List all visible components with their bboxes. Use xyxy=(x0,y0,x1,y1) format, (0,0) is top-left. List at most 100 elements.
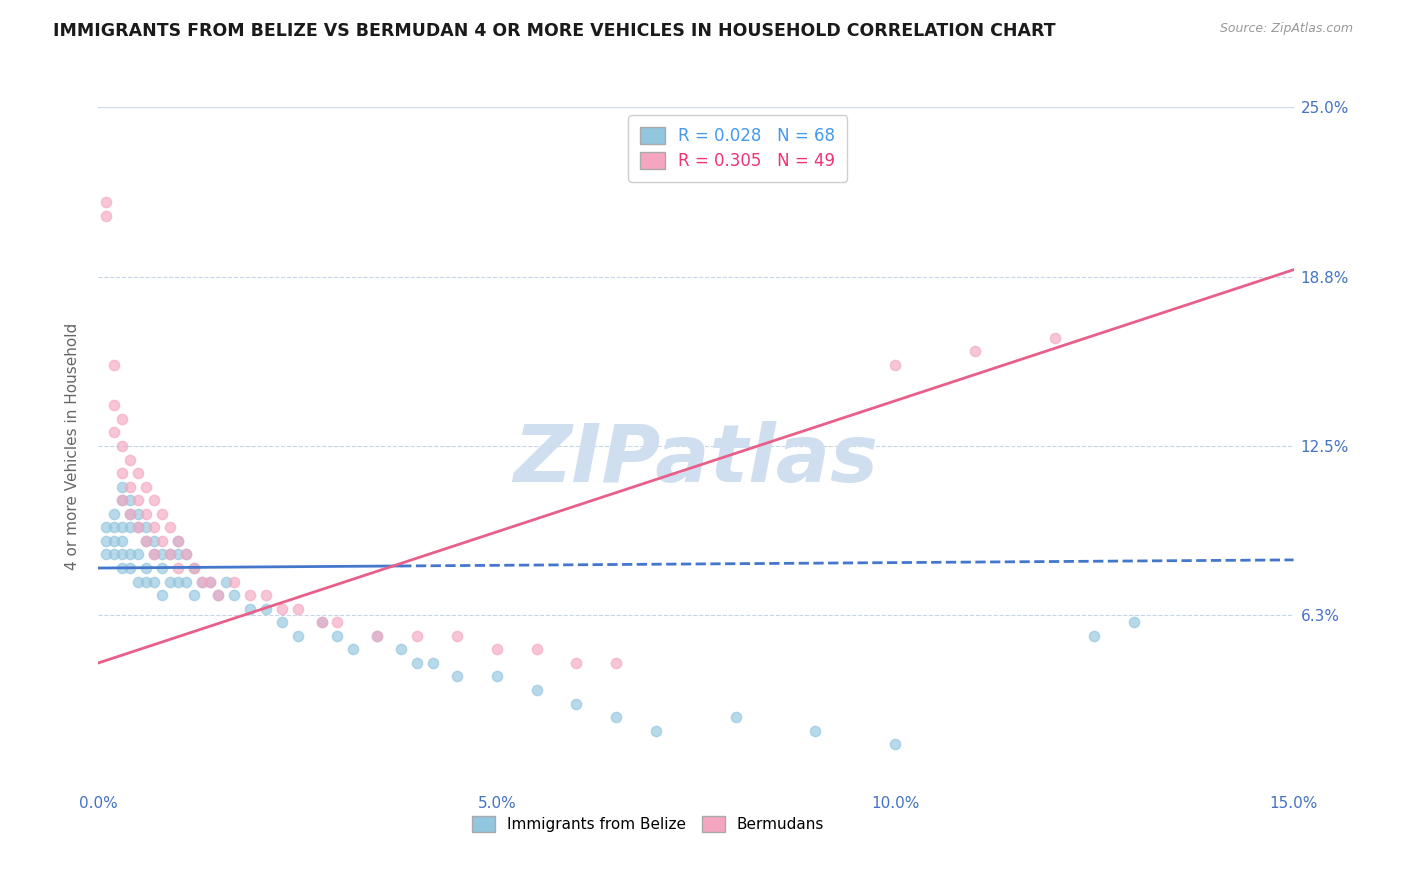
Point xyxy=(254,601,277,615)
Point xyxy=(645,723,668,738)
Point xyxy=(174,574,197,589)
Point xyxy=(526,642,548,657)
Point xyxy=(111,548,134,562)
Point xyxy=(565,697,588,711)
Point xyxy=(135,507,157,521)
Point xyxy=(1123,615,1146,630)
Point xyxy=(143,520,166,534)
Point xyxy=(150,561,173,575)
Point xyxy=(167,561,190,575)
Point xyxy=(326,629,349,643)
Point xyxy=(120,507,142,521)
Point xyxy=(96,194,118,209)
Point xyxy=(446,629,468,643)
Point xyxy=(111,480,134,494)
Point xyxy=(311,615,333,630)
Point xyxy=(198,574,221,589)
Point xyxy=(389,642,412,657)
Point xyxy=(222,588,245,602)
Point xyxy=(135,574,157,589)
Point xyxy=(120,507,142,521)
Point xyxy=(159,520,181,534)
Text: Source: ZipAtlas.com: Source: ZipAtlas.com xyxy=(1219,22,1353,36)
Point xyxy=(963,344,986,359)
Point xyxy=(111,561,134,575)
Point xyxy=(174,548,197,562)
Point xyxy=(183,561,205,575)
Point xyxy=(111,439,134,453)
Point xyxy=(222,574,245,589)
Point xyxy=(422,656,444,670)
Point xyxy=(111,493,134,508)
Text: ZIPatlas: ZIPatlas xyxy=(513,420,879,499)
Point xyxy=(127,493,149,508)
Point xyxy=(270,601,292,615)
Point xyxy=(565,656,588,670)
Point xyxy=(191,574,214,589)
Point xyxy=(159,548,181,562)
Point xyxy=(406,629,429,643)
Point xyxy=(215,574,238,589)
Point xyxy=(135,561,157,575)
Point xyxy=(167,548,190,562)
Point xyxy=(167,533,190,548)
Point xyxy=(159,548,181,562)
Point xyxy=(103,533,125,548)
Point xyxy=(111,466,134,480)
Point xyxy=(207,588,229,602)
Point xyxy=(143,548,166,562)
Point xyxy=(143,533,166,548)
Point xyxy=(96,520,118,534)
Point xyxy=(239,601,262,615)
Point xyxy=(127,548,149,562)
Point xyxy=(159,574,181,589)
Point xyxy=(111,533,134,548)
Point xyxy=(96,548,118,562)
Point xyxy=(103,548,125,562)
Point xyxy=(183,561,205,575)
Point xyxy=(120,480,142,494)
Point xyxy=(239,588,262,602)
Point xyxy=(135,480,157,494)
Point xyxy=(167,533,190,548)
Point xyxy=(526,683,548,698)
Point xyxy=(135,520,157,534)
Point xyxy=(884,358,907,372)
Point xyxy=(366,629,388,643)
Point xyxy=(605,710,627,724)
Point xyxy=(366,629,388,643)
Point xyxy=(103,520,125,534)
Legend: Immigrants from Belize, Bermudans: Immigrants from Belize, Bermudans xyxy=(467,810,830,838)
Point xyxy=(406,656,429,670)
Point xyxy=(127,466,149,480)
Point xyxy=(143,574,166,589)
Point xyxy=(326,615,349,630)
Point xyxy=(254,588,277,602)
Point xyxy=(111,412,134,426)
Point xyxy=(207,588,229,602)
Point xyxy=(485,642,508,657)
Point xyxy=(342,642,364,657)
Point xyxy=(311,615,333,630)
Point xyxy=(96,209,118,223)
Point xyxy=(127,574,149,589)
Point xyxy=(724,710,747,724)
Point xyxy=(120,561,142,575)
Point xyxy=(111,493,134,508)
Point xyxy=(120,548,142,562)
Point xyxy=(127,520,149,534)
Y-axis label: 4 or more Vehicles in Household: 4 or more Vehicles in Household xyxy=(65,322,80,570)
Point xyxy=(167,574,190,589)
Point xyxy=(103,507,125,521)
Point xyxy=(135,533,157,548)
Point xyxy=(103,358,125,372)
Point xyxy=(485,669,508,683)
Point xyxy=(127,507,149,521)
Text: IMMIGRANTS FROM BELIZE VS BERMUDAN 4 OR MORE VEHICLES IN HOUSEHOLD CORRELATION C: IMMIGRANTS FROM BELIZE VS BERMUDAN 4 OR … xyxy=(53,22,1056,40)
Point xyxy=(150,533,173,548)
Point xyxy=(143,493,166,508)
Point xyxy=(605,656,627,670)
Point xyxy=(1083,629,1105,643)
Point xyxy=(103,398,125,412)
Point xyxy=(174,548,197,562)
